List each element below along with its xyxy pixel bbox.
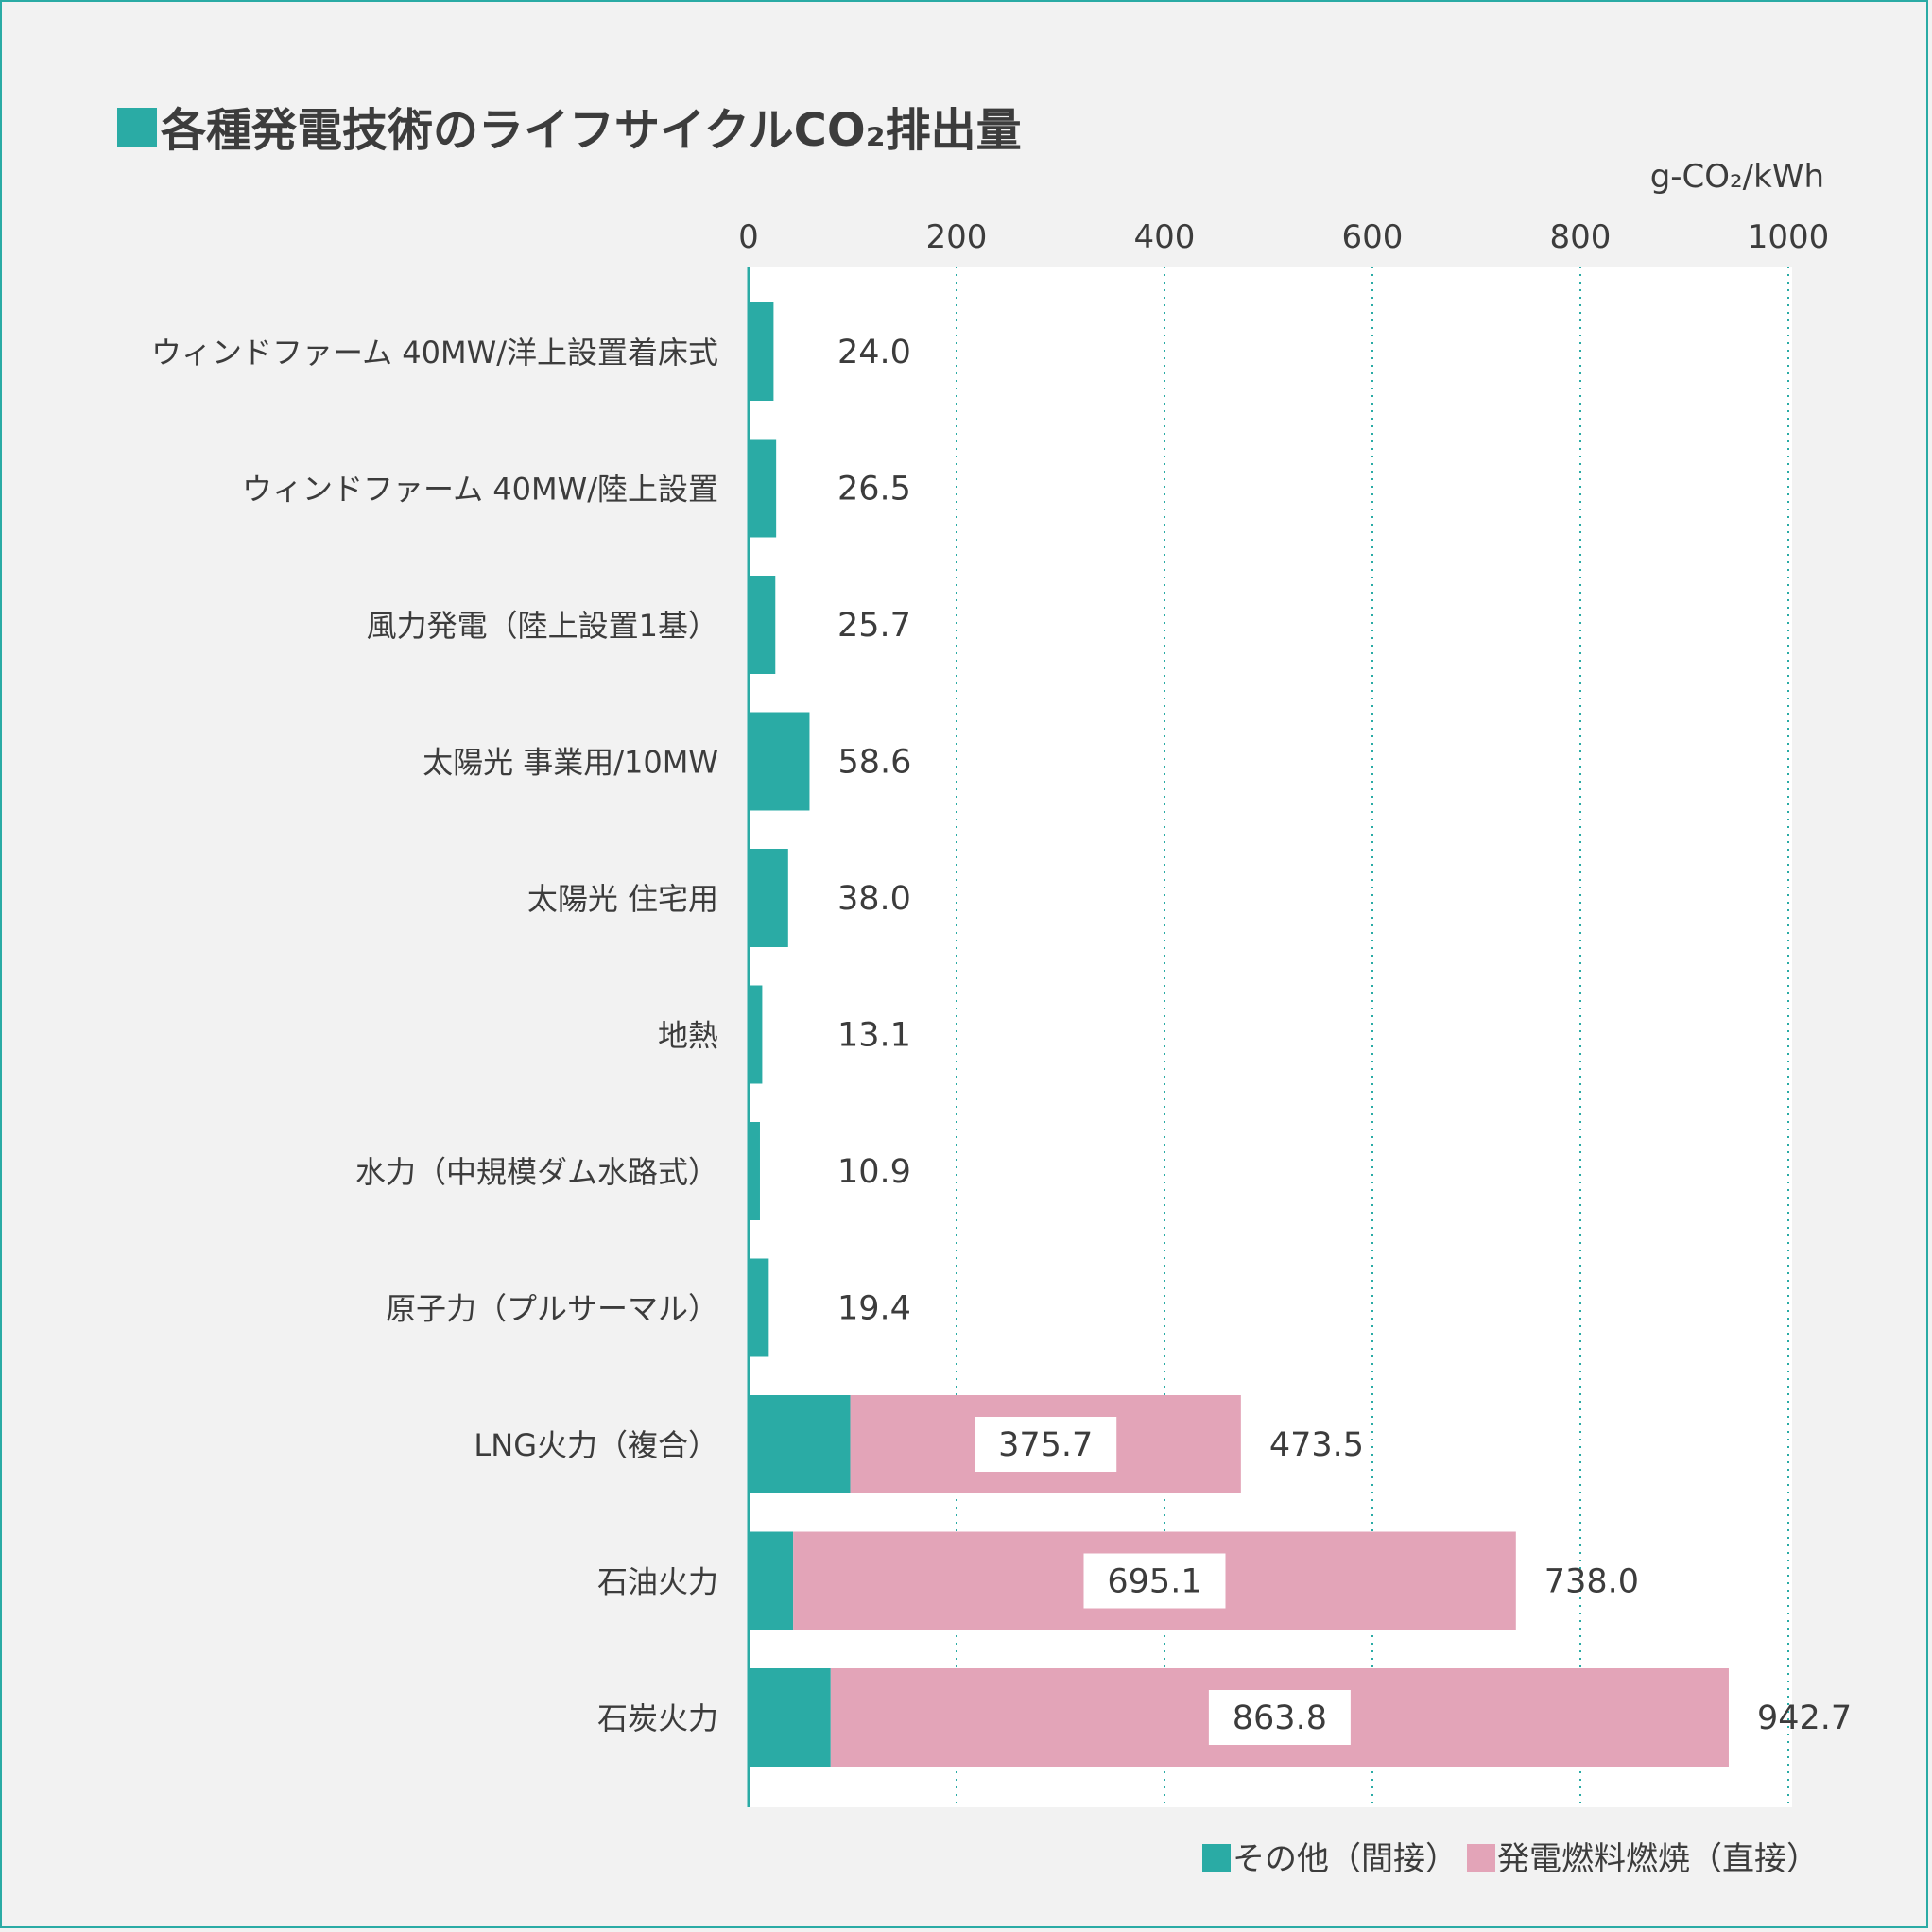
data-label-box bbox=[975, 1417, 1117, 1472]
total-label: 738.0 bbox=[1544, 1563, 1639, 1601]
category-label: 太陽光 事業用/10MW bbox=[423, 745, 718, 781]
data-label: 863.8 bbox=[1233, 1699, 1327, 1737]
x-tick-label: 0 bbox=[738, 218, 759, 256]
total-label: 942.7 bbox=[1757, 1699, 1852, 1737]
bar-indirect bbox=[749, 576, 776, 674]
legend: その他（間接） 発電燃料燃焼（直接） bbox=[1202, 1840, 1819, 1878]
value-labels: 24.0 26.5 25.7 58.6 38.0 13.1 10.9 19.4 375.7 473… bbox=[837, 334, 1852, 1737]
total-label: 19.4 bbox=[837, 1290, 911, 1328]
category-label: 石炭火力 bbox=[597, 1700, 718, 1736]
bar-indirect bbox=[749, 302, 774, 401]
total-label: 10.9 bbox=[837, 1153, 911, 1191]
legend-label-direct: 発電燃料燃焼（直接） bbox=[1497, 1840, 1819, 1878]
chart-title: 各種発電技術のライフサイクルCO₂排出量 bbox=[161, 104, 1022, 157]
x-tick-label: 400 bbox=[1134, 218, 1196, 256]
category-label: 地熱 bbox=[658, 1018, 718, 1054]
category-label: ウィンドファーム 40MW/陸上設置 bbox=[242, 472, 718, 508]
category-label: 水力（中規模ダム水路式） bbox=[355, 1154, 718, 1190]
bar-indirect bbox=[749, 1531, 794, 1630]
x-tick-label: 800 bbox=[1550, 218, 1612, 256]
x-tick-labels: 0 200 400 600 800 1000 bbox=[738, 218, 1829, 256]
category-label: ウィンドファーム 40MW/洋上設置着床式 bbox=[151, 335, 718, 371]
bar-indirect bbox=[749, 985, 763, 1084]
bar-indirect bbox=[749, 1258, 769, 1357]
data-label: 375.7 bbox=[998, 1426, 1093, 1464]
data-label-box bbox=[1208, 1690, 1351, 1745]
total-label: 25.7 bbox=[837, 607, 911, 645]
data-label: 695.1 bbox=[1107, 1563, 1201, 1601]
category-label: LNG火力（複合） bbox=[474, 1427, 718, 1463]
x-tick-label: 200 bbox=[926, 218, 988, 256]
category-label: 風力発電（陸上設置1基） bbox=[367, 608, 718, 644]
total-label: 24.0 bbox=[837, 334, 911, 371]
x-tick-label: 600 bbox=[1342, 218, 1404, 256]
unit-label: g-CO₂/kWh bbox=[1650, 158, 1824, 196]
bars bbox=[749, 302, 1729, 1767]
category-label: 原子力（プルサーマル） bbox=[386, 1291, 718, 1327]
bar-indirect bbox=[749, 1395, 851, 1493]
bar-indirect bbox=[749, 1668, 831, 1767]
bar-indirect bbox=[749, 712, 810, 811]
x-tick-label: 1000 bbox=[1748, 218, 1830, 256]
legend-swatch-direct bbox=[1467, 1844, 1495, 1872]
total-label: 38.0 bbox=[837, 880, 911, 918]
total-label: 13.1 bbox=[837, 1017, 911, 1055]
total-label: 58.6 bbox=[837, 744, 911, 782]
category-label: 石油火力 bbox=[597, 1564, 718, 1600]
legend-label-indirect: その他（間接） bbox=[1233, 1840, 1458, 1878]
bar-indirect bbox=[749, 1122, 760, 1220]
data-label-box bbox=[1083, 1553, 1226, 1609]
total-label: 473.5 bbox=[1269, 1426, 1364, 1464]
bar-indirect bbox=[749, 849, 788, 947]
title-marker bbox=[117, 108, 157, 147]
legend-swatch-indirect bbox=[1202, 1844, 1231, 1872]
total-label: 26.5 bbox=[837, 471, 911, 509]
bar-indirect bbox=[749, 439, 777, 538]
category-label: 太陽光 住宅用 bbox=[527, 881, 718, 917]
